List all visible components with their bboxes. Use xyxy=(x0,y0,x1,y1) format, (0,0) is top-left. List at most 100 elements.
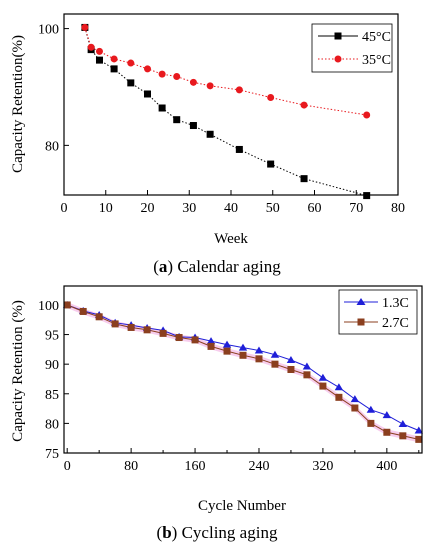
x-tick-label: 160 xyxy=(185,459,206,474)
calendar-ylabel: Capacity Retention(%) xyxy=(10,35,26,173)
data-point-2-7c xyxy=(111,320,119,328)
x-tick-label: 60 xyxy=(308,201,322,216)
x-tick-label: 0 xyxy=(64,459,71,474)
data-point-45c xyxy=(158,104,166,112)
caption-b-text: Cycling aging xyxy=(182,523,278,542)
x-tick-label: 10 xyxy=(99,201,113,216)
data-point-35c xyxy=(300,101,308,109)
data-point-2-7c xyxy=(303,371,311,379)
data-point-1-3c xyxy=(350,395,360,403)
data-point-1-3c xyxy=(302,362,312,370)
y-tick-label: 75 xyxy=(45,447,59,462)
data-point-35c xyxy=(206,82,214,90)
calendar-legend-box xyxy=(311,23,393,73)
legend-marker-1-3c xyxy=(356,298,366,305)
calendar-xlabel: Week xyxy=(214,231,248,247)
data-point-45c xyxy=(95,56,103,64)
data-point-45c xyxy=(300,175,308,183)
x-tick-label: 80 xyxy=(391,201,405,216)
data-point-2-7c xyxy=(239,351,247,359)
x-tick-label: 40 xyxy=(224,201,238,216)
data-point-2-7c xyxy=(399,432,407,440)
y-tick-label: 95 xyxy=(45,329,59,344)
data-point-35c xyxy=(110,55,118,63)
data-point-1-3c xyxy=(206,337,216,345)
legend-label-1-3c: 1.3C xyxy=(382,296,409,311)
x-tick-label: 50 xyxy=(266,201,280,216)
data-point-45c xyxy=(127,79,135,87)
data-point-2-7c xyxy=(335,393,343,401)
data-point-2-7c xyxy=(191,336,199,344)
data-point-35c xyxy=(267,93,275,101)
data-point-1-3c xyxy=(382,411,392,419)
data-point-35c xyxy=(189,78,197,86)
cycling-legend: 1.3C 2.7C xyxy=(338,289,418,335)
y-tick-label: 80 xyxy=(45,139,59,154)
x-tick-label: 70 xyxy=(349,201,363,216)
data-point-1-3c xyxy=(270,350,280,358)
data-point-2-7c xyxy=(159,329,167,337)
y-tick-label: 80 xyxy=(45,417,59,432)
data-point-35c xyxy=(81,23,89,31)
caption-a-text: Calendar aging xyxy=(177,257,281,276)
x-tick-label: 400 xyxy=(376,459,397,474)
legend-marker-2-7c xyxy=(357,318,365,326)
x-tick-label: 20 xyxy=(141,201,155,216)
data-point-2-7c xyxy=(63,301,71,309)
x-tick-label: 0 xyxy=(61,201,68,216)
calendar-plot-frame xyxy=(63,13,399,196)
data-point-2-7c xyxy=(383,428,391,436)
y-tick-label: 100 xyxy=(38,299,59,314)
calendar-axis-ticks: 0 10 20 30 40 50 60 70 80 80 100 xyxy=(38,23,405,216)
data-point-2-7c xyxy=(207,342,215,350)
caption-a-letter: a xyxy=(159,257,168,276)
data-point-2-7c xyxy=(255,355,263,363)
data-point-35c xyxy=(158,70,166,78)
panel-cycling-aging: 0 80 160 240 320 400 75 80 85 90 95 100 Cycle Numbe… xyxy=(10,285,424,542)
cycling-ylabel: Capacity Retention (%) xyxy=(10,300,26,442)
cycling-xlabel: Cycle Number xyxy=(198,498,286,514)
data-point-35c xyxy=(363,111,371,119)
data-point-2-7c xyxy=(223,347,231,355)
x-tick-label: 80 xyxy=(124,459,138,474)
data-point-2-7c xyxy=(271,360,279,368)
data-point-1-3c xyxy=(366,405,376,413)
data-point-1-3c xyxy=(238,343,248,351)
x-tick-label: 240 xyxy=(248,459,269,474)
data-point-35c xyxy=(127,59,135,67)
data-point-35c xyxy=(235,86,243,94)
data-point-35c xyxy=(95,47,103,55)
x-tick-label: 320 xyxy=(312,459,333,474)
data-point-2-7c xyxy=(175,334,183,342)
data-point-45c xyxy=(206,130,214,138)
data-point-45c xyxy=(189,122,197,130)
legend-label-35c: 35°C xyxy=(362,53,391,68)
data-point-1-3c xyxy=(318,373,328,381)
cycling-legend-box xyxy=(338,289,418,335)
data-point-2-7c xyxy=(287,366,295,373)
data-point-45c xyxy=(144,90,151,98)
data-point-1-3c xyxy=(286,356,296,364)
data-point-45c xyxy=(173,116,181,124)
data-point-2-7c xyxy=(415,435,423,443)
data-point-45c xyxy=(235,145,243,153)
panel-calendar-aging: 0 10 20 30 40 50 60 70 80 80 100 Week Capacity Ret… xyxy=(10,13,405,276)
data-point-1-3c xyxy=(414,426,424,434)
data-point-2-7c xyxy=(351,404,359,412)
caption-cycling-aging: (b) Cycling aging xyxy=(157,523,278,542)
data-point-2-7c xyxy=(319,382,327,390)
legend-marker-45c xyxy=(334,32,342,40)
data-point-2-7c xyxy=(95,313,103,321)
y-tick-label: 90 xyxy=(45,358,59,373)
data-point-2-7c xyxy=(127,323,135,331)
data-point-1-3c xyxy=(222,340,232,348)
data-point-1-3c xyxy=(398,419,408,427)
data-point-35c xyxy=(144,65,151,73)
cycling-axis-ticks: 0 80 160 240 320 400 75 80 85 90 95 100 xyxy=(38,299,420,474)
data-point-2-7c xyxy=(367,419,375,427)
data-point-35c xyxy=(87,43,95,51)
legend-label-2-7c: 2.7C xyxy=(382,316,409,331)
data-point-2-7c xyxy=(79,307,87,315)
caption-calendar-aging: (a) Calendar aging xyxy=(153,257,281,276)
data-point-45c xyxy=(110,65,118,73)
